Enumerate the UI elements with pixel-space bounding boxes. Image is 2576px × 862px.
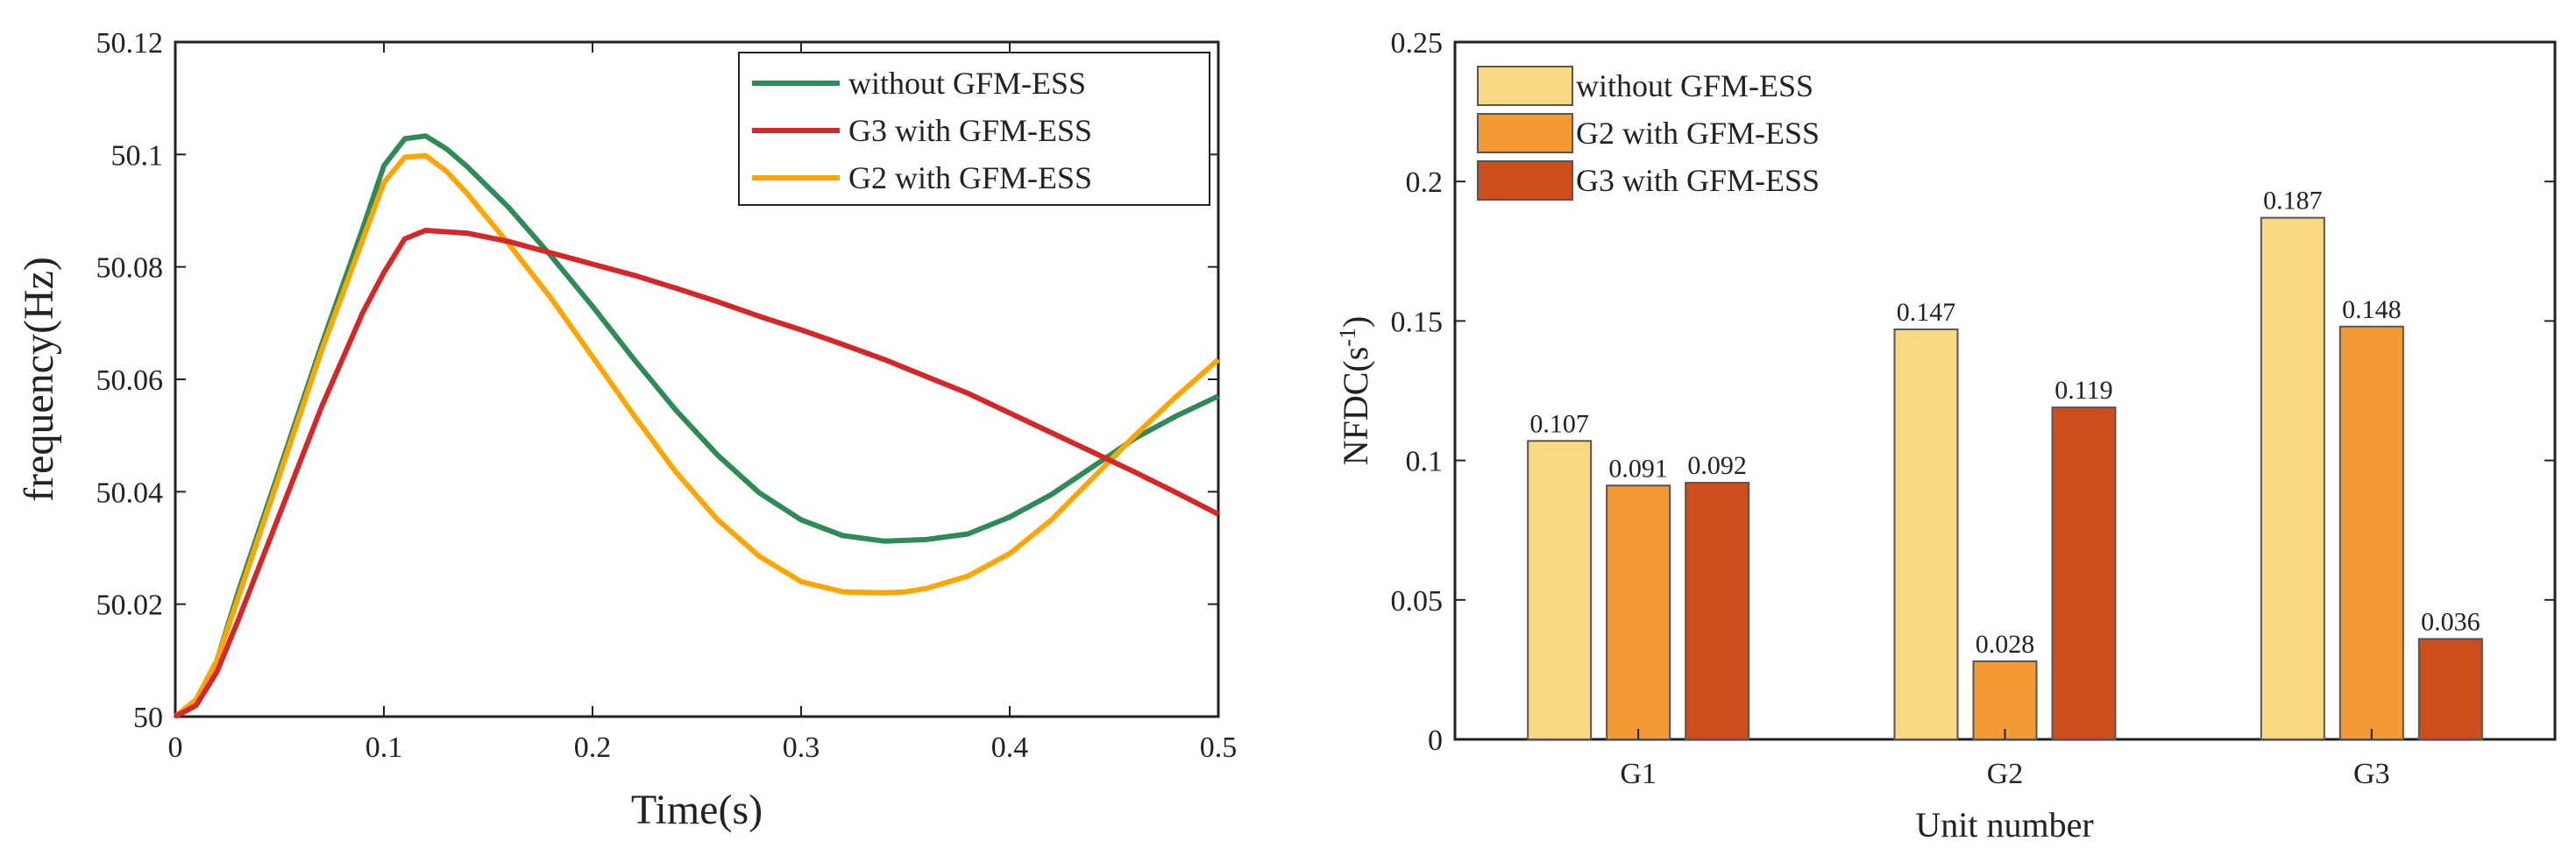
left-series-lines [174,133,1220,719]
right-y-axis-label: NFDC(s-1) [1335,316,1375,466]
right-y-tick-label: 0.2 [1406,166,1444,199]
left-y-tick-label: 50.06 [96,364,164,397]
nfdc-bar-chart: 0 0.05 0.1 0.15 0.2 0.25 0.107 0.091 0.092 0.147… [1335,27,2557,844]
right-x-tick-label: G1 [1620,758,1657,790]
right-y-tick-label: 0.05 [1391,585,1444,618]
right-x-tick-label: G2 [1987,758,2024,790]
left-y-tick-label: 50.08 [96,252,164,285]
bar-data-label: 0.148 [2342,295,2402,324]
right-y-label-main: NFDC(s [1336,347,1375,466]
series-line-g2-with-gfm-ess [174,152,1220,719]
right-y-tick-label: 0.15 [1391,306,1444,338]
left-y-tick-label: 50.04 [96,477,164,509]
bar-g2-series-3 [2051,406,2117,740]
bar-data-label: 0.107 [1529,409,1589,438]
right-bars: 0.107 0.091 0.092 0.147 0.028 0.119 0.187 0.148… [1527,187,2483,741]
left-y-ticks: 50 50.02 50.04 50.06 50.08 50.1 50.12 [96,27,1218,734]
right-legend-label: G3 with GFM-ESS [1576,163,1820,198]
bar-g3-series-1 [2260,216,2325,741]
right-x-ticks: G1 G2 G3 [1620,729,2390,790]
left-x-tick-label: 0.5 [1200,731,1238,764]
left-legend: without GFM-ESS G3 with GFM-ESS G2 with GF… [738,52,1210,206]
right-y-tick-label: 0 [1428,724,1443,757]
left-x-axis-label: Time(s) [631,787,763,833]
bar-g2-series-2 [1972,660,2038,741]
right-legend-swatch [1477,113,1573,153]
bar-data-label: 0.036 [2421,607,2480,636]
right-y-label-tail: ) [1336,316,1375,328]
left-legend-label: without GFM-ESS [848,66,1086,101]
bar-data-label: 0.147 [1897,298,1956,327]
left-y-tick-label: 50.02 [96,590,164,622]
bar-g3-series-3 [2417,638,2483,740]
left-y-axis-label: frequency(Hz) [16,257,62,502]
bar-data-label: 0.187 [2263,187,2323,216]
bar-g1-series-3 [1685,482,1750,741]
bar-g3-series-2 [2338,325,2404,740]
bar-g1-series-1 [1527,440,1593,740]
right-y-tick-label: 0.1 [1406,446,1444,478]
bar-data-label: 0.119 [2054,376,2112,405]
left-y-tick-label: 50.1 [111,139,164,172]
bar-data-label: 0.028 [1976,630,2035,659]
series-line-g3-with-gfm-ess [174,228,1220,719]
right-y-label-sup: -1 [1335,328,1360,347]
left-x-tick-label: 0.4 [991,731,1029,764]
right-x-axis-label: Unit number [1915,805,2093,844]
left-x-tick-label: 0.1 [365,731,403,764]
left-x-ticks: 0 0.1 0.2 0.3 0.4 0.5 [168,42,1238,764]
bar-data-label: 0.091 [1608,454,1668,483]
left-y-tick-label: 50 [133,702,163,734]
left-y-tick-label: 50.12 [96,27,164,60]
left-legend-label: G3 with GFM-ESS [848,113,1092,148]
left-x-tick-label: 0.2 [574,731,612,764]
right-y-ticks: 0 0.05 0.1 0.15 0.2 0.25 [1391,27,2555,757]
right-legend-swatch [1477,66,1573,106]
right-y-tick-label: 0.25 [1391,27,1444,60]
left-x-tick-label: 0.3 [783,731,820,764]
bar-g1-series-2 [1606,484,1671,740]
left-legend-label: G2 with GFM-ESS [848,160,1092,195]
bar-data-label: 0.092 [1687,451,1747,480]
right-legend-label: without GFM-ESS [1576,68,1813,103]
left-x-tick-label: 0 [168,731,183,764]
right-x-tick-label: G3 [2353,758,2390,790]
right-legend-label: G2 with GFM-ESS [1576,116,1820,151]
right-legend: without GFM-ESS G2 with GFM-ESS G3 with GF… [1465,54,1877,212]
right-legend-swatch [1477,160,1573,201]
bar-g2-series-1 [1893,328,1959,740]
